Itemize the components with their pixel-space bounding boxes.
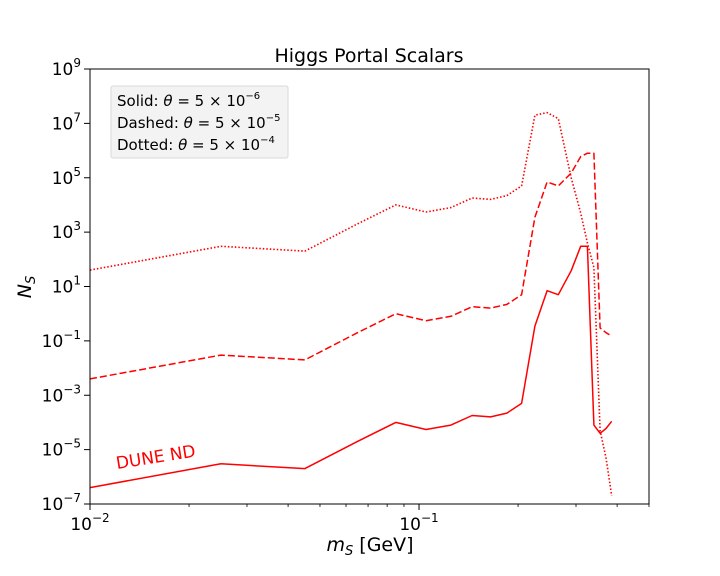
y-tick-label: 10−5 xyxy=(42,437,81,461)
y-tick-exp: 9 xyxy=(73,56,81,70)
legend-entry-dashed-exp: −5 xyxy=(266,113,281,124)
y-tick-label: 10−7 xyxy=(42,491,81,515)
y-tick-label: 107 xyxy=(52,110,81,134)
y-tick-exp: 1 xyxy=(73,274,81,288)
legend-box xyxy=(110,85,289,159)
y-tick-label: 10−3 xyxy=(42,382,81,406)
x-axis-label: mS [GeV] xyxy=(326,534,413,559)
y-tick-base: 10 xyxy=(42,441,64,461)
legend-entry-solid-label: Solid: xyxy=(117,92,159,110)
x-tick-label: 10−1 xyxy=(399,511,438,535)
x-tick-exp: −2 xyxy=(92,511,110,525)
chart-title: Higgs Portal Scalars xyxy=(274,45,463,67)
legend-entry-solid-exp: −6 xyxy=(245,91,260,102)
y-tick-exp: −7 xyxy=(63,491,81,505)
y-tick-base: 10 xyxy=(42,386,64,406)
x-axis-label-sub: S xyxy=(345,544,353,559)
series-line-dashed xyxy=(89,152,613,380)
y-tick-base: 10 xyxy=(52,114,74,134)
plot-lines xyxy=(89,111,613,496)
x-axis-label-unit: [GeV] xyxy=(359,534,413,556)
y-tick-exp: −3 xyxy=(63,382,81,396)
legend-entry-dotted-exp: −4 xyxy=(260,135,275,146)
y-tick-label: 101 xyxy=(52,274,81,298)
y-tick-base: 10 xyxy=(52,60,74,80)
x-axis-label-main: m xyxy=(326,534,345,556)
y-tick-base: 10 xyxy=(42,495,64,515)
y-tick-label: 105 xyxy=(52,165,81,189)
legend-entry-dashed-theta: θ xyxy=(184,114,193,132)
series-line-solid xyxy=(89,245,613,489)
legend-entry-dashed-rhs: = 5 × 10 xyxy=(193,114,266,132)
legend-entry-solid: Solid: θ = 5 × 10−6 xyxy=(117,91,260,110)
x-axis-ticks: 10−2 10−1 xyxy=(70,504,650,535)
legend-entry-solid-theta: θ xyxy=(163,92,172,110)
y-tick-base: 10 xyxy=(52,169,74,189)
y-tick-exp: 3 xyxy=(73,219,81,233)
y-axis-label: NS xyxy=(14,276,39,298)
legend-entry-dotted-rhs: = 5 × 10 xyxy=(187,136,260,154)
x-tick-exp: −1 xyxy=(421,511,439,525)
y-tick-base: 10 xyxy=(52,223,74,243)
legend-entry-dotted-label: Dotted: xyxy=(117,136,173,154)
legend-entry-dotted-theta: θ xyxy=(178,136,187,154)
series-line-dotted xyxy=(89,111,613,496)
legend-entry-solid-rhs: = 5 × 10 xyxy=(173,92,246,110)
legend-entry-dashed: Dashed: θ = 5 × 10−5 xyxy=(117,113,280,132)
dune-nd-annotation: DUNE ND xyxy=(115,442,197,474)
y-axis-label-sub: S xyxy=(24,276,39,284)
legend: Solid: θ = 5 × 10−6 Dashed: θ = 5 × 10−5… xyxy=(110,85,289,159)
y-axis-label-main: N xyxy=(14,284,36,298)
x-tick-base: 10 xyxy=(399,515,421,535)
y-tick-label: 103 xyxy=(52,219,81,243)
x-tick-label: 10−2 xyxy=(70,511,109,535)
y-tick-label: 109 xyxy=(52,56,81,80)
y-tick-base: 10 xyxy=(42,332,64,352)
y-tick-exp: 5 xyxy=(73,165,81,179)
y-tick-exp: −1 xyxy=(63,328,81,342)
y-tick-exp: −5 xyxy=(63,437,81,451)
y-tick-label: 10−1 xyxy=(42,328,81,352)
y-tick-base: 10 xyxy=(52,278,74,298)
legend-entry-dashed-label: Dashed: xyxy=(117,114,179,132)
y-tick-exp: 7 xyxy=(73,110,81,124)
legend-entry-dotted: Dotted: θ = 5 × 10−4 xyxy=(117,135,275,154)
x-tick-base: 10 xyxy=(70,515,92,535)
